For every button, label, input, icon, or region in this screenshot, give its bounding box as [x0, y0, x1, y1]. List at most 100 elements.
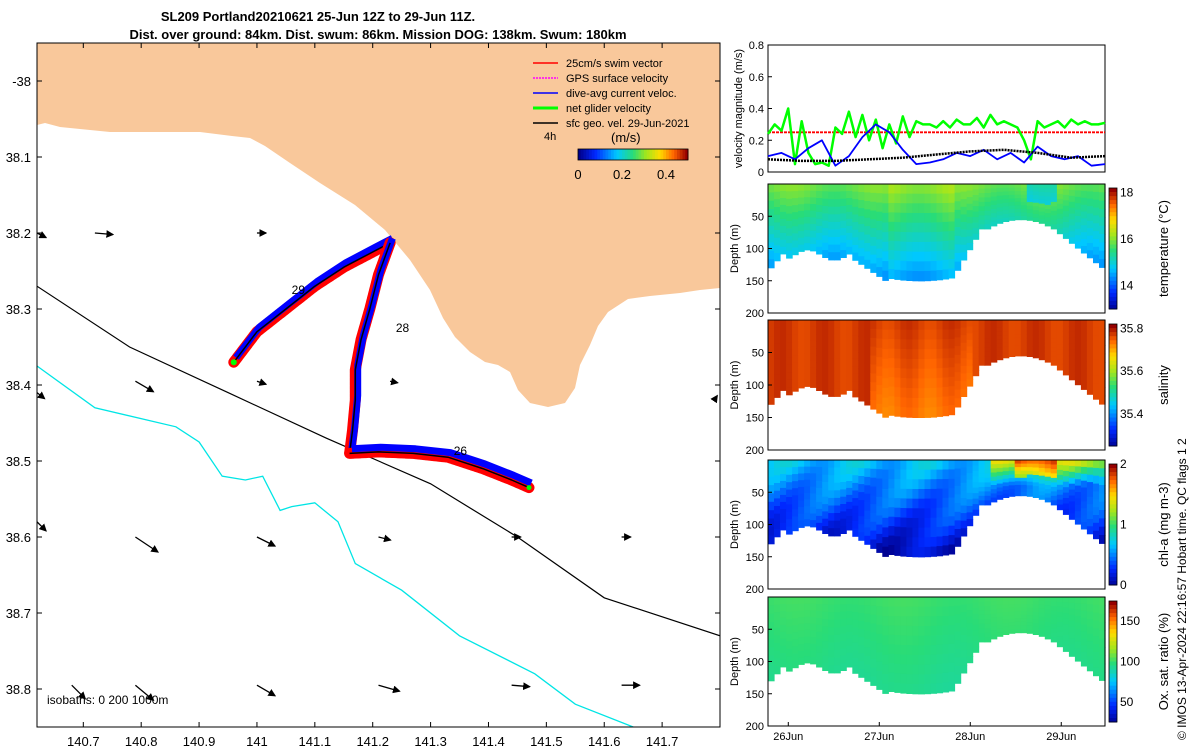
temperature-panel-cell [1014, 201, 1022, 206]
chl-panel-cell [1099, 501, 1106, 511]
chl-panel-cell [984, 500, 992, 506]
salinity-panel-cell [948, 329, 956, 340]
chl-panel-cell [834, 475, 841, 484]
oxygen-panel-cell [1086, 619, 1094, 628]
salinity-panel-cell [1038, 324, 1046, 329]
salinity-panel-cell [852, 358, 859, 367]
oxygen-panel-cell [942, 634, 950, 645]
temperature-panel-cell [792, 240, 799, 249]
temperature-panel-cell [930, 203, 938, 214]
chl-panel-cell [774, 498, 781, 507]
salinity-panel-cell [1014, 327, 1022, 332]
temperature-panel-cell [918, 242, 925, 253]
oxygen-panel-cell [996, 628, 1004, 633]
oxygen-panel-cell [798, 597, 805, 605]
salinity-panel-cell [786, 357, 793, 366]
oxygen-panel-cell [816, 638, 823, 647]
temperature-panel-cell [906, 251, 913, 262]
chl-panel-colorbar-swatch [1109, 540, 1117, 546]
salinity-panel-cell [1044, 328, 1052, 334]
oxygen-panel-cell [822, 604, 829, 613]
temperature-panel-cell [996, 199, 1004, 205]
temperature-panel-cell [774, 207, 781, 216]
chl-panel-cell [1002, 463, 1010, 468]
oxygen-panel-cell [816, 597, 823, 605]
temperature-panel-cell [792, 233, 799, 242]
temperature-panel-cell [888, 250, 895, 261]
salinity-panel-cell [1062, 325, 1070, 332]
chl-panel-cell [900, 517, 907, 528]
oxygen-panel-cell [822, 655, 829, 664]
chl-panel-colorbar-swatch [1109, 468, 1117, 473]
salinity-panel-cell [870, 346, 877, 357]
chl-panel-cell [864, 493, 871, 503]
salinity-panel-cell [1038, 343, 1046, 349]
track-line-leg-3 [349, 451, 530, 489]
salinity-panel-cell [864, 328, 871, 338]
salinity-panel-cell [894, 329, 901, 340]
chl-panel-cell [798, 507, 805, 515]
temperature-panel-cell [792, 198, 799, 206]
salinity-panel-cell [1032, 353, 1040, 359]
salinity-panel-cell [852, 366, 859, 375]
oxygen-panel-cell [1056, 641, 1064, 648]
salinity-panel-cell [1074, 339, 1082, 347]
salinity-panel-colorbar-swatch [1109, 336, 1117, 341]
oxygen-panel-cell [846, 624, 853, 633]
map-colorbar-swatch [586, 149, 590, 160]
salinity-panel-cell [828, 320, 835, 329]
chl-panel-cell [852, 467, 859, 476]
temperature-panel-cell [990, 184, 998, 189]
temperature-panel-cell [1044, 196, 1052, 202]
chl-panel-cell [888, 469, 895, 480]
oxygen-panel-cell [804, 629, 811, 638]
oxygen-panel-cell [858, 669, 865, 678]
temperature-panel-cell [768, 192, 775, 202]
salinity-panel-cell [1032, 338, 1040, 344]
oxygen-panel-cell [1093, 644, 1100, 653]
oxygen-panel-cell [1093, 667, 1100, 677]
salinity-panel-cell [840, 349, 847, 358]
salinity-panel-cell [948, 348, 956, 359]
temperature-panel-cell [900, 251, 907, 262]
velocity-y-tick-label: 0.6 [749, 72, 764, 84]
oxygen-panel-cell [858, 661, 865, 670]
temperature-panel-cell [972, 222, 980, 229]
temperature-panel-cell [1038, 215, 1046, 220]
temperature-panel-cell [1020, 184, 1028, 189]
oxygen-panel-cell [888, 682, 895, 692]
temperature-panel-cell [978, 206, 986, 212]
chl-panel-cell [870, 486, 877, 496]
chl-panel-cell [1020, 488, 1028, 493]
temperature-panel-cell [1050, 193, 1058, 199]
salinity-panel-cell [1086, 364, 1094, 373]
oxygen-panel-cell [804, 610, 811, 618]
chl-panel-cell [1068, 483, 1076, 491]
oxygen-panel-cell [774, 658, 781, 667]
temperature-panel-cell [780, 218, 787, 227]
salinity-panel-cell [960, 335, 968, 344]
oxygen-panel-cell [942, 616, 950, 627]
salinity-panel-cell [888, 386, 895, 397]
oxygen-panel-cell [906, 597, 913, 608]
temperature-panel-cell [804, 236, 811, 244]
oxygen-panel-cell [1002, 600, 1010, 605]
chl-panel-cell [1026, 492, 1034, 497]
chl-panel-cell [1026, 478, 1034, 483]
salinity-panel-cell [876, 394, 883, 405]
oxygen-panel-cell [870, 614, 877, 625]
chl-panel-cell [1026, 474, 1034, 479]
isobath-200m [37, 285, 720, 637]
salinity-panel-cell [954, 372, 962, 382]
salinity-panel-cell [918, 320, 925, 331]
temperature-panel-cell [786, 198, 793, 207]
temperature-panel-cell [822, 213, 829, 222]
salinity-panel-cell [822, 379, 829, 388]
oxygen-panel-cell [1086, 626, 1094, 635]
temperature-panel-cell [1014, 216, 1022, 221]
oxygen-panel-colorbar-swatch [1109, 705, 1117, 711]
oxygen-panel-cell [900, 606, 907, 617]
salinity-panel-cell [936, 348, 944, 360]
salinity-panel-cell [996, 324, 1004, 329]
temperature-panel-cell [1014, 184, 1022, 189]
